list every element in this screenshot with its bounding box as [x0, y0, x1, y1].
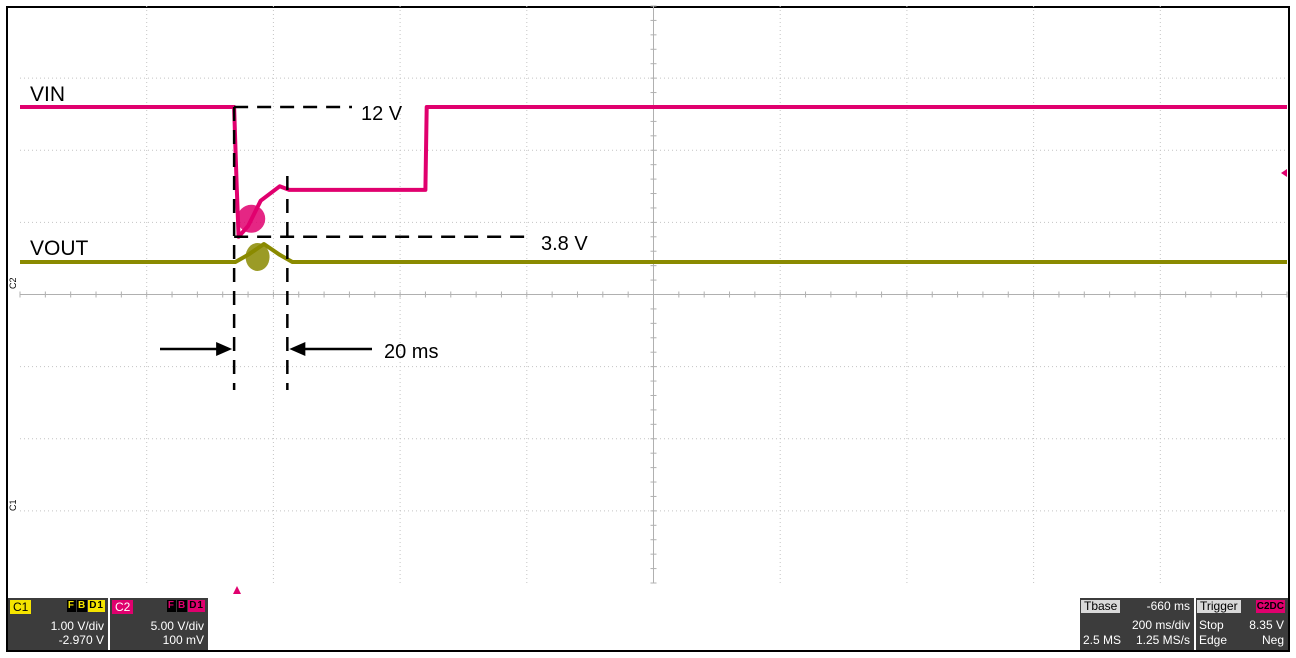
timebase-samples: 2.5 MS: [1083, 633, 1122, 647]
vout-trace: [20, 242, 1287, 264]
interval-left-arrow-head: [216, 342, 233, 356]
trigger-type: Edge: [1199, 633, 1228, 647]
c1-marker-label: C1: [8, 499, 18, 511]
vout-label: VOUT: [30, 237, 89, 260]
level-12v-label: 12 V: [361, 103, 403, 125]
vout-ringing: [245, 242, 270, 271]
c1-f-badge: F: [66, 600, 76, 612]
c1-offset: -2.970 V: [58, 633, 104, 647]
c1-scale: 1.00 V/div: [50, 619, 104, 633]
annotations: VIN VOUT 12 V 3.8 V 20 ms C2 C1: [8, 83, 1287, 594]
c2-fbd-badges: F B D1: [166, 600, 205, 612]
c1-tag: C1: [10, 600, 32, 614]
timebase-label: Tbase: [1081, 600, 1121, 613]
timebase-per-div: 200 ms/div: [1131, 618, 1190, 632]
traces: [20, 105, 1287, 271]
c2-offset: 100 mV: [162, 633, 204, 647]
trigger-slope: Neg: [1261, 633, 1284, 647]
c2-f-badge: F: [166, 600, 176, 612]
vin-trace: [20, 105, 1287, 239]
trigger-tags: C2DC: [1255, 600, 1285, 613]
trigger-level: 8.35 V: [1249, 618, 1284, 632]
c1-fbd-badges: F B D1: [66, 600, 105, 612]
channel-c2-box[interactable]: C2 F B D1 5.00 V/div 100 mV: [110, 598, 208, 650]
trigger-level-marker: [1281, 169, 1287, 177]
c2-d1-badge: D1: [188, 600, 205, 612]
c2-tag: C2: [112, 600, 134, 614]
vin-ringing: [237, 204, 266, 233]
c2-b-badge: B: [176, 600, 188, 612]
timebase-rate: 1.25 MS/s: [1135, 633, 1190, 647]
trigger-time-marker: [233, 586, 241, 594]
trigger-box[interactable]: Trigger C2DC Stop 8.35 V Edge Neg: [1196, 598, 1288, 650]
channel-c1-box[interactable]: C1 F B D1 1.00 V/div -2.970 V: [8, 598, 108, 650]
level-3v8-label: 3.8 V: [541, 233, 588, 255]
grid: [19, 5, 1288, 584]
vin-label: VIN: [30, 83, 65, 106]
interval-20ms-label: 20 ms: [384, 341, 438, 363]
c1-b-badge: B: [76, 600, 88, 612]
oscilloscope-frame: [6, 6, 1290, 652]
c2-marker-label: C2: [8, 277, 18, 289]
trigger-label: Trigger: [1197, 600, 1241, 613]
interval-right-arrow-head: [289, 342, 306, 356]
trigger-mode: Stop: [1199, 618, 1224, 632]
timebase-box[interactable]: Tbase -660 ms 200 ms/div 2.5 MS 1.25 MS/…: [1080, 598, 1194, 650]
c2-scale: 5.00 V/div: [150, 619, 204, 633]
timebase-delay: -660 ms: [1146, 599, 1190, 613]
c1-d1-badge: D1: [88, 600, 105, 612]
